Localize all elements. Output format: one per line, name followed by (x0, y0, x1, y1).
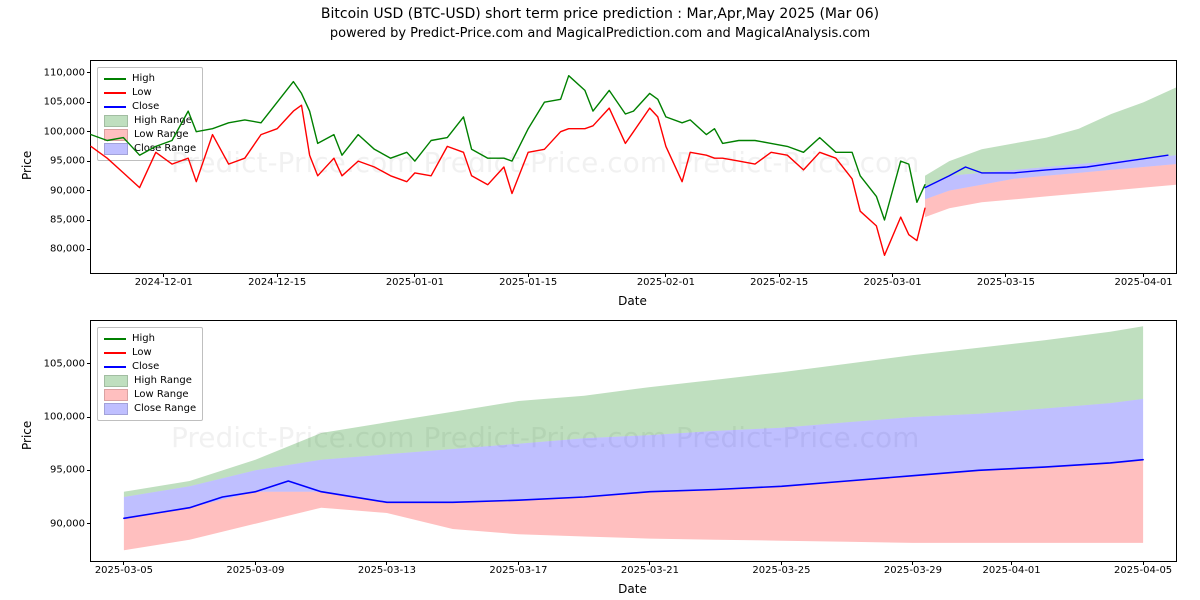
x-tick-label: 2025-03-15 (977, 273, 1035, 288)
y-axis-label: Price (20, 151, 34, 180)
y-tick-label: 95,000 (50, 156, 91, 167)
x-tick-label: 2025-03-13 (358, 561, 416, 576)
x-tick-label: 2025-03-09 (226, 561, 284, 576)
chart-canvas (91, 61, 1176, 273)
y-tick-label: 90,000 (50, 185, 91, 196)
x-tick-label: 2024-12-15 (248, 273, 306, 288)
y-tick-label: 100,000 (44, 126, 91, 137)
y-tick-label: 105,000 (44, 358, 91, 369)
x-axis-label: Date (90, 582, 1175, 596)
y-tick-label: 90,000 (50, 518, 91, 529)
top-chart: HighLowCloseHigh RangeLow RangeClose Ran… (90, 60, 1177, 274)
x-tick-label: 2025-04-05 (1114, 561, 1172, 576)
y-tick-label: 80,000 (50, 244, 91, 255)
y-tick-label: 105,000 (44, 97, 91, 108)
x-tick-label: 2025-03-17 (489, 561, 547, 576)
x-tick-label: 2024-12-01 (135, 273, 193, 288)
x-tick-label: 2025-03-25 (752, 561, 810, 576)
chart-canvas (91, 321, 1176, 561)
x-tick-label: 2025-04-01 (983, 561, 1041, 576)
x-tick-label: 2025-03-01 (864, 273, 922, 288)
x-tick-label: 2025-01-01 (386, 273, 444, 288)
chart-subtitle: powered by Predict-Price.com and Magical… (0, 26, 1200, 41)
x-tick-label: 2025-01-15 (499, 273, 557, 288)
x-tick-label: 2025-03-05 (95, 561, 153, 576)
x-tick-label: 2025-04-01 (1115, 273, 1173, 288)
x-tick-label: 2025-03-29 (884, 561, 942, 576)
y-tick-label: 85,000 (50, 215, 91, 226)
bottom-chart: HighLowCloseHigh RangeLow RangeClose Ran… (90, 320, 1177, 562)
chart-title: Bitcoin USD (BTC-USD) short term price p… (0, 6, 1200, 22)
figure: Bitcoin USD (BTC-USD) short term price p… (0, 0, 1200, 600)
y-axis-label: Price (20, 421, 34, 450)
x-tick-label: 2025-03-21 (621, 561, 679, 576)
x-tick-label: 2025-02-01 (637, 273, 695, 288)
y-tick-label: 95,000 (50, 465, 91, 476)
y-tick-label: 100,000 (44, 412, 91, 423)
x-axis-label: Date (90, 294, 1175, 308)
x-tick-label: 2025-02-15 (750, 273, 808, 288)
y-tick-label: 110,000 (44, 67, 91, 78)
